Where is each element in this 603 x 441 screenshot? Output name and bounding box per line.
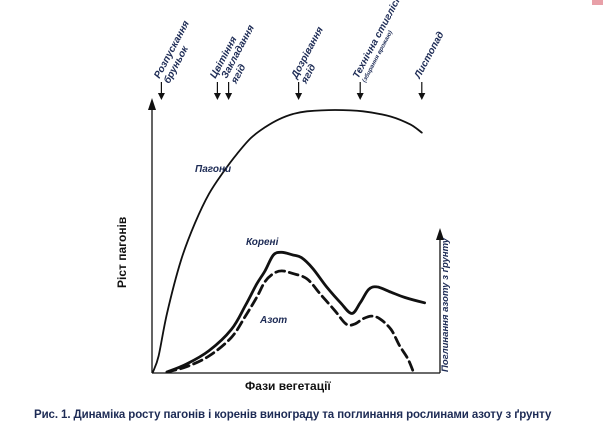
phase-marker-5: Листопад bbox=[412, 30, 447, 100]
series-line-1 bbox=[165, 250, 426, 374]
x-axis-label: Фази вегетації bbox=[245, 379, 331, 393]
phase-markers: Розпусканнябруньок ЦвітінняЗакладанняягід… bbox=[152, 0, 447, 100]
series-label-azot: Азот bbox=[259, 315, 287, 326]
right-axis-label: Поглинання азоту з ґрунту bbox=[440, 237, 451, 372]
phase-marker-2: Закладанняягід bbox=[220, 23, 257, 100]
right-axis-arrow-icon bbox=[436, 228, 444, 240]
series-line-0 bbox=[152, 109, 423, 373]
phase-label: Розпусканнябруньок bbox=[152, 19, 201, 86]
figure-caption: Рис. 1. Динаміка росту пагонів і коренів… bbox=[34, 409, 552, 421]
decorative-corner-tab bbox=[592, 0, 603, 5]
phase-label: Технічна стиглість(збирання врожаю) bbox=[351, 0, 414, 84]
phase-label: Листопад bbox=[412, 30, 446, 81]
phase-arrow-icon bbox=[225, 93, 233, 100]
phase-marker-0: Розпусканнябруньок bbox=[152, 19, 201, 100]
y-axis-arrow-icon bbox=[148, 98, 156, 110]
phase-marker-3: Дозріванняягід bbox=[289, 25, 336, 100]
y-axis-label: Ріст пагонів bbox=[115, 217, 129, 288]
phase-arrow-icon bbox=[157, 93, 165, 100]
phase-arrow-icon bbox=[295, 93, 303, 100]
series-line-2 bbox=[165, 269, 415, 374]
series-lines bbox=[152, 109, 426, 374]
phase-label: Дозріванняягід bbox=[289, 25, 336, 86]
phase-label-line: Технічна стиглість bbox=[351, 0, 408, 80]
phase-arrow-icon bbox=[213, 93, 221, 100]
phase-label-line: Листопад bbox=[412, 30, 446, 81]
phase-marker-4: Технічна стиглість(збирання врожаю) bbox=[351, 0, 414, 100]
phase-arrow-icon bbox=[356, 93, 364, 100]
series-label-koreni: Корені bbox=[246, 237, 279, 248]
phase-arrow-icon bbox=[418, 93, 426, 100]
series-label-pagony: Пагони bbox=[195, 164, 231, 175]
